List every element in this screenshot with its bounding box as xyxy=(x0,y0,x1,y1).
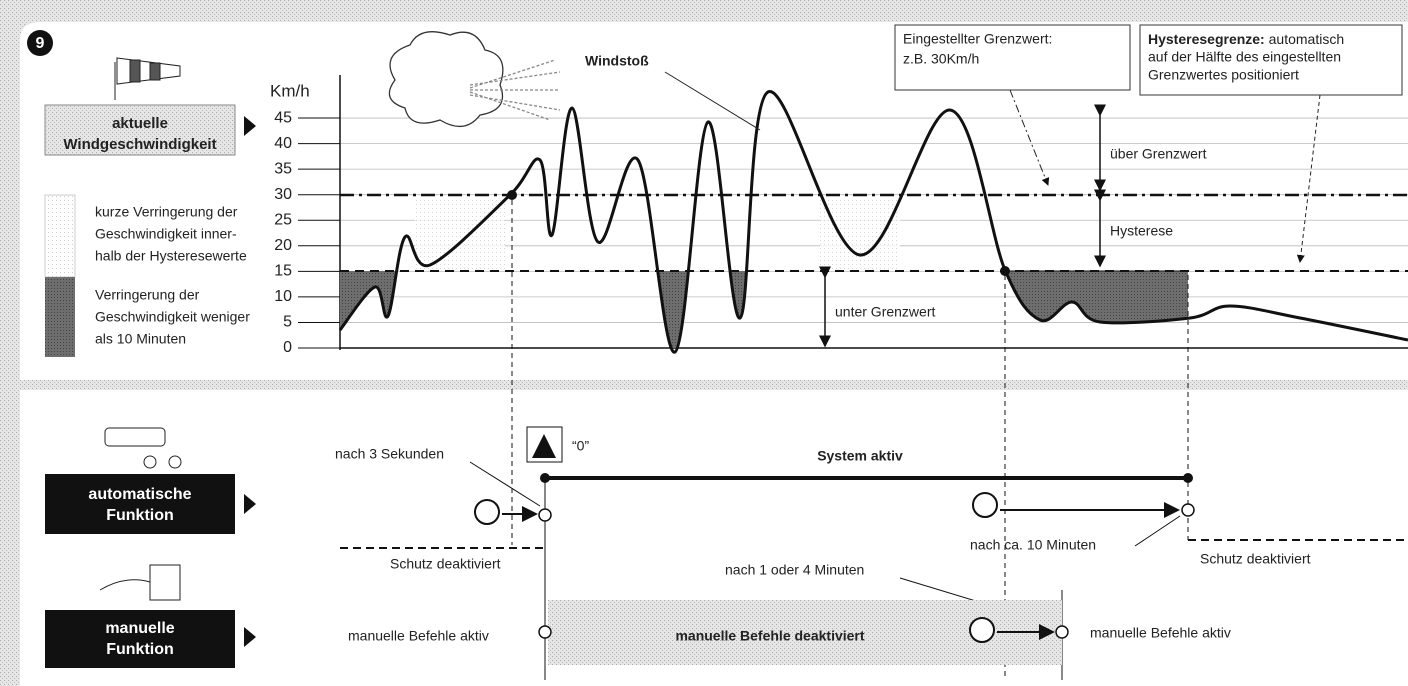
wind-label: aktuelle xyxy=(112,115,168,132)
timing-label: nach 1 oder 4 Minuten xyxy=(725,562,864,578)
legend-swatch-light xyxy=(45,195,75,277)
zero-label: “0” xyxy=(572,438,589,454)
timing-label: nach 3 Sekunden xyxy=(335,446,444,462)
legend-text: halb der Hysteresewerte xyxy=(95,248,247,264)
note-text: Grenzwertes positioniert xyxy=(1148,67,1299,83)
badge: 9 xyxy=(36,35,45,52)
legend-text: als 10 Minuten xyxy=(95,331,186,347)
range-label: Hysterese xyxy=(1110,223,1173,239)
note-text: automatisch xyxy=(1265,31,1344,47)
y-tick-label: 30 xyxy=(274,186,292,203)
y-tick-label: 15 xyxy=(274,263,292,280)
timing-label: manuelle Befehle aktiv xyxy=(1090,625,1231,641)
page: 9 aktuelle Windgeschwindigkeit kurze Ver… xyxy=(0,0,1408,686)
separator xyxy=(20,380,1408,390)
shutter-icon xyxy=(527,427,562,462)
range-label: über Grenzwert xyxy=(1110,146,1207,162)
function-label: automatische xyxy=(88,486,191,503)
timing-label: System aktiv xyxy=(817,448,903,464)
legend-text: Verringerung der xyxy=(95,287,200,303)
point xyxy=(540,473,550,483)
y-tick-label: 25 xyxy=(274,211,292,228)
note-text: Eingestellter Grenzwert: xyxy=(903,31,1052,47)
hysteresis-zone xyxy=(415,200,505,270)
legend-text: kurze Verringerung der xyxy=(95,204,238,220)
hysteresis-zone xyxy=(820,200,900,270)
axis-unit: Km/h xyxy=(270,81,310,100)
note-text: Hysteresegrenze: automatisch xyxy=(1148,31,1344,47)
point xyxy=(507,190,517,200)
legend-text: Geschwindigkeit weniger xyxy=(95,309,250,325)
note-bold: Hysteresegrenze: xyxy=(1148,31,1265,47)
y-tick-label: 40 xyxy=(274,135,292,152)
timing-label: Schutz deaktiviert xyxy=(390,556,501,572)
range-label: unter Grenzwert xyxy=(835,304,935,320)
gust-label: Windstoß xyxy=(585,53,649,69)
timing-label: manuelle Befehle deaktiviert xyxy=(675,628,864,644)
legend-swatch-dark xyxy=(45,277,75,357)
note-text: auf der Hälfte des eingestellten xyxy=(1148,49,1341,65)
legend-text: Geschwindigkeit inner- xyxy=(95,226,237,242)
function-label: Funktion xyxy=(106,507,174,524)
y-tick-label: 5 xyxy=(283,314,292,331)
timing-label: nach ca. 10 Minuten xyxy=(970,537,1096,553)
point xyxy=(1183,473,1193,483)
y-tick-label: 45 xyxy=(274,109,292,126)
point xyxy=(1000,266,1010,276)
timing-label: manuelle Befehle aktiv xyxy=(348,628,489,644)
function-label: manuelle xyxy=(105,620,174,637)
y-tick-label: 10 xyxy=(274,288,292,305)
y-tick-label: 0 xyxy=(283,339,292,356)
function-box xyxy=(45,474,235,534)
function-box xyxy=(45,610,235,668)
note-text: z.B. 30Km/h xyxy=(903,51,979,67)
y-tick-label: 20 xyxy=(274,237,292,254)
diagram: 9 aktuelle Windgeschwindigkeit kurze Ver… xyxy=(0,0,1408,686)
function-label: Funktion xyxy=(106,641,174,658)
y-tick-label: 35 xyxy=(274,160,292,177)
timing-label: Schutz deaktiviert xyxy=(1200,551,1311,567)
wind-label: Windgeschwindigkeit xyxy=(63,136,216,153)
